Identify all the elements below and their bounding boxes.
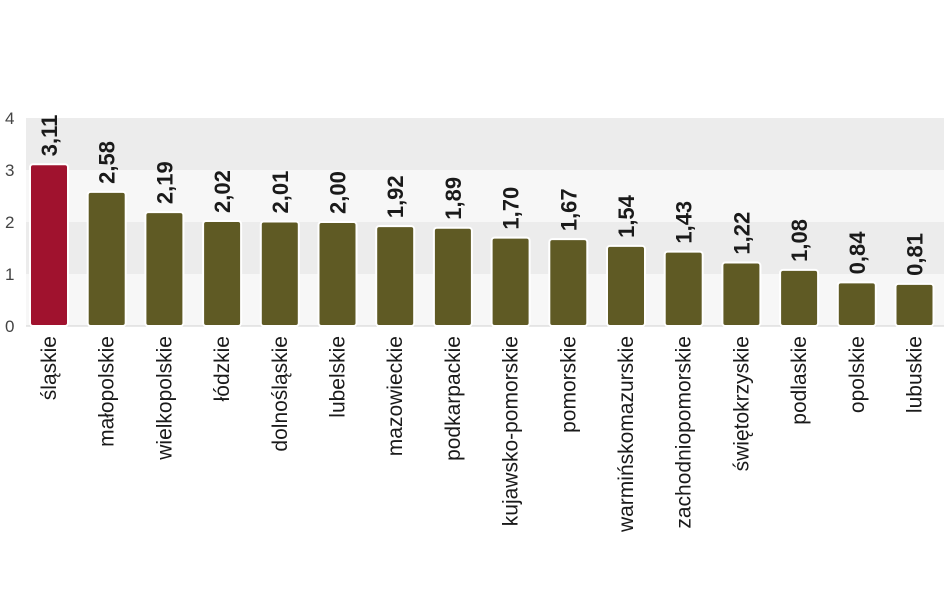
value-label: 1,92 [383, 175, 408, 218]
category-label: świętokrzyskie [730, 336, 753, 471]
y-tick-label: 2 [5, 213, 14, 232]
value-label: 0,84 [845, 231, 870, 275]
bar [259, 220, 300, 327]
category-label: wielkopolskie [153, 336, 176, 461]
value-label: 1,43 [672, 201, 697, 244]
value-label: 1,22 [729, 212, 754, 255]
bar [548, 238, 589, 327]
category-label: lubuskie [904, 336, 927, 413]
bar [202, 219, 243, 328]
value-labels: 3,11 2,58 2,19 2,02 2,01 2,00 1,92 1,89 1,70 1,67… [37, 115, 928, 276]
bar [779, 268, 820, 327]
y-tick-label: 4 [5, 109, 14, 128]
category-label: podkarpackie [442, 336, 465, 461]
category-label: kujawsko-pomorskie [500, 336, 523, 526]
value-label: 2,00 [326, 171, 351, 214]
category-label: śląskie [38, 336, 61, 400]
value-label: 2,19 [152, 161, 177, 204]
value-label: 2,02 [210, 170, 235, 213]
y-tick-label: 0 [5, 317, 14, 336]
value-label: 3,11 [37, 115, 62, 157]
bar [836, 281, 877, 328]
category-label: mazowieckie [384, 336, 407, 456]
bars [29, 163, 935, 328]
bar [663, 250, 704, 327]
bar [721, 261, 762, 327]
category-label: lubelskie [327, 336, 350, 418]
bar [86, 190, 127, 327]
grid-band [26, 118, 944, 170]
y-tick-label: 3 [5, 161, 14, 180]
category-label: łódzkie [211, 336, 234, 401]
category-label: pomorskie [557, 336, 580, 433]
category-labels: śląskie małopolskie wielkopolskie łódzkie do… [38, 336, 927, 533]
bar [894, 282, 935, 328]
category-label: warmińskomazurskie [615, 336, 638, 533]
category-label: podlaskie [788, 336, 811, 425]
value-label: 0,81 [903, 233, 928, 276]
bar [490, 236, 531, 328]
category-label: małopolskie [96, 336, 119, 447]
bar [432, 226, 473, 327]
bar [375, 225, 416, 327]
value-label: 1,89 [441, 177, 466, 220]
y-axis: 0 1 2 3 4 [5, 109, 14, 336]
value-label: 1,70 [499, 187, 524, 230]
y-tick-label: 1 [5, 265, 14, 284]
value-label: 1,54 [614, 194, 639, 238]
bar [606, 244, 646, 327]
value-label: 2,58 [95, 141, 120, 184]
bar [144, 211, 185, 327]
value-label: 1,67 [556, 188, 581, 231]
value-label: 1,08 [787, 219, 812, 262]
category-label: zachodniopomorskie [673, 336, 696, 529]
value-label: 2,01 [268, 171, 293, 214]
bar [317, 221, 358, 327]
category-label: opolskie [846, 336, 869, 413]
category-label: dolnośląskie [269, 336, 292, 452]
bar [29, 163, 69, 327]
